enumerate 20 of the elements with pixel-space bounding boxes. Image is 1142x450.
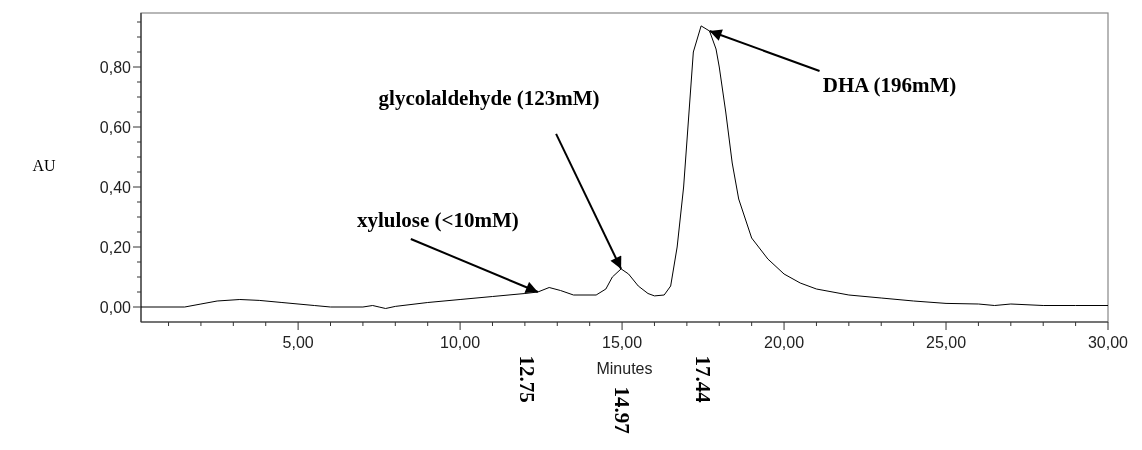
- annotation: xylulose (<10mM): [356, 208, 519, 233]
- y-tick-label: 0,00: [99, 298, 132, 316]
- x-axis-title: Minutes: [596, 359, 653, 377]
- x-tick-label: 25,00: [926, 333, 967, 351]
- line-series: [140, 25, 1109, 309]
- y-tick-label: 0,20: [99, 238, 132, 256]
- x-tick-label: 15,00: [602, 333, 643, 351]
- annotation: DHA (196mM): [822, 73, 957, 98]
- text: 17.44: [690, 355, 715, 404]
- x-tick-label: 30,00: [1087, 333, 1129, 351]
- x-tick-label: 20,00: [764, 333, 805, 351]
- y-tick-label: 0,80: [99, 58, 132, 76]
- text: 12.75: [514, 355, 539, 403]
- text: 14.97: [609, 386, 634, 434]
- x-tick-label: 5,00: [282, 333, 314, 351]
- x-tick-label: 10,00: [440, 333, 481, 351]
- y-axis-title: AU: [32, 156, 56, 174]
- y-tick-label: 0,40: [99, 178, 132, 196]
- y-tick-label: 0,60: [99, 118, 132, 136]
- annotation: glycolaldehyde (123mM): [378, 86, 600, 111]
